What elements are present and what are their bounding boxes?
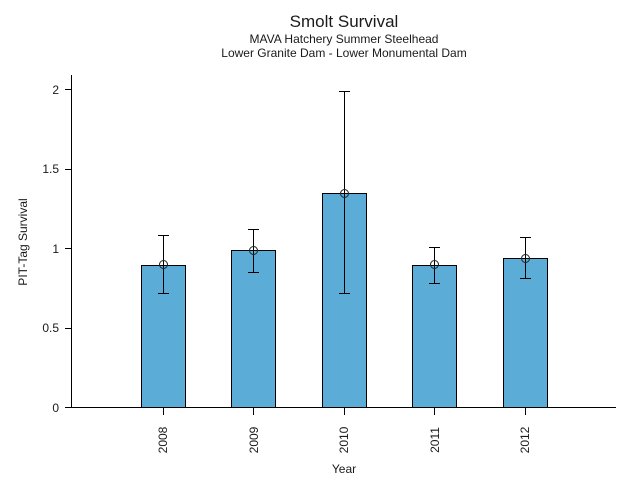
y-tick-label-1.5: 1.5 (42, 162, 59, 177)
mean-marker-2008 (158, 260, 168, 270)
error-cap-bottom-2008 (157, 292, 169, 294)
mean-marker-2012 (520, 253, 530, 263)
x-tick-label-2012: 2012 (518, 426, 532, 454)
y-tick-label-2: 2 (52, 82, 59, 97)
y-axis-line (71, 75, 72, 408)
x-tick-label-2010: 2010 (337, 426, 352, 454)
bar-2009 (231, 250, 277, 408)
y-tick-label-0.5: 0.5 (42, 321, 59, 336)
y-tick-mark-1.5 (65, 168, 72, 170)
x-tick-mark-2009 (253, 408, 255, 415)
error-cap-bottom-2012 (519, 278, 531, 280)
error-cap-top-2010 (338, 90, 350, 92)
error-cap-top-2012 (519, 237, 531, 239)
y-tick-label-0: 0 (52, 400, 59, 415)
x-tick-label-2008: 2008 (156, 426, 171, 454)
x-tick-label-2009: 2009 (246, 426, 261, 454)
error-cap-bottom-2011 (429, 283, 441, 285)
y-tick-mark-1 (65, 248, 72, 250)
y-tick-mark-0.5 (65, 327, 72, 329)
mean-marker-2009 (249, 245, 259, 255)
x-tick-mark-2012 (524, 408, 526, 415)
chart-subtitle-1: MAVA Hatchery Summer Steelhead (249, 32, 439, 46)
bar-2011 (412, 264, 458, 408)
chart-title: Smolt Survival (289, 12, 399, 31)
error-cap-top-2011 (429, 246, 441, 248)
error-cap-top-2008 (157, 235, 169, 237)
error-cap-top-2009 (248, 229, 260, 231)
bar-2012 (502, 258, 548, 408)
error-cap-bottom-2009 (248, 272, 260, 274)
mean-marker-2011 (430, 260, 440, 270)
y-tick-mark-2 (65, 89, 72, 91)
y-tick-mark-0 (65, 407, 72, 409)
x-axis-title: Year (331, 462, 357, 476)
x-tick-mark-2010 (343, 408, 345, 415)
mean-marker-2010 (339, 188, 349, 198)
error-cap-bottom-2010 (338, 292, 350, 294)
x-tick-mark-2011 (434, 408, 436, 415)
x-tick-mark-2008 (162, 408, 164, 415)
x-tick-label-2011: 2011 (427, 427, 442, 453)
chart-subtitle-2: Lower Granite Dam - Lower Monumental Dam (221, 46, 467, 60)
y-tick-label-1: 1 (52, 241, 59, 256)
